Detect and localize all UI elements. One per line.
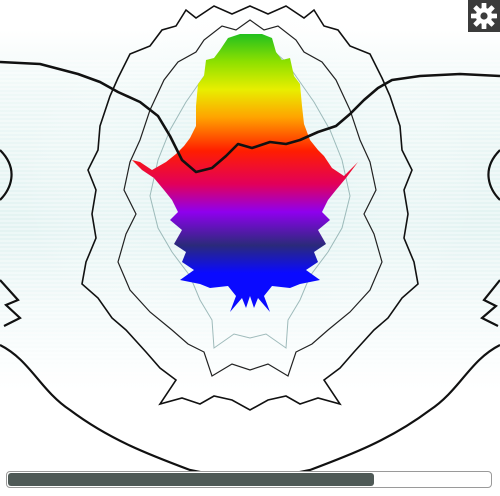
flame-outline-faint (149, 39, 351, 349)
flame-core (132, 34, 358, 312)
progress-bar-fill (8, 473, 374, 486)
barrier-line (0, 60, 500, 174)
progress-bar (6, 471, 492, 488)
settings-button[interactable] (468, 0, 500, 32)
flame-outline-large (81, 5, 419, 411)
gear-icon (471, 3, 497, 29)
